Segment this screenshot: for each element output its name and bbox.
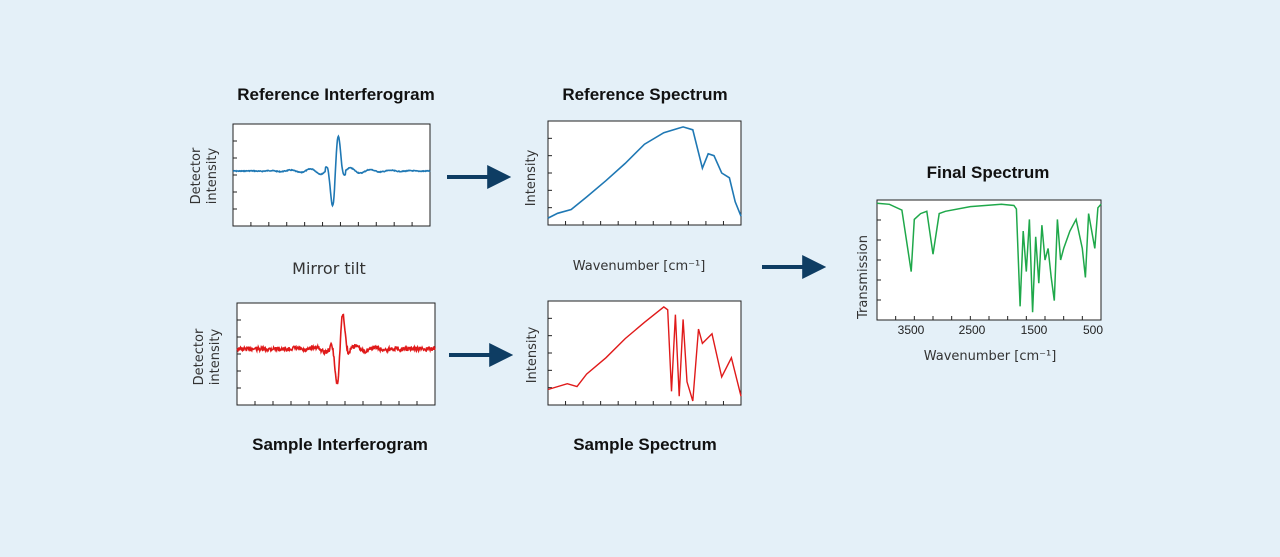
reference-spectrum-title: Reference Spectrum (562, 85, 727, 104)
final-xtick-2500: 2500 (959, 323, 986, 337)
wavenumber-mid-label: Wavenumber [cm⁻¹] (573, 259, 706, 274)
reference-interferogram-frame (232, 123, 431, 227)
sam-int-ylabel-line2: intensity (208, 329, 223, 386)
reference-interferogram-title: Reference Interferogram (237, 85, 434, 104)
ref-int-ylabel-line2: intensity (205, 148, 220, 205)
sample-spectrum-curve (547, 306, 742, 402)
sample-spectrum-frame (547, 300, 742, 406)
final-xtick-500: 500 (1083, 323, 1103, 337)
reference-interferogram-ticks (233, 140, 413, 226)
final-spectrum-ticks (877, 219, 1083, 320)
final-spectrum-curve (876, 202, 1102, 313)
final-xlabel: Wavenumber [cm⁻¹] (924, 349, 1057, 364)
sample-interferogram-curve (236, 313, 436, 385)
reference-spectrum-ticks (548, 137, 724, 225)
sample-spectrum-title: Sample Spectrum (573, 435, 717, 454)
sample-interferogram-ticks (237, 319, 418, 405)
sam-spec-ylabel: Intensity (525, 326, 540, 383)
final-spectrum-title: Final Spectrum (927, 163, 1050, 182)
final-spectrum-frame (876, 199, 1102, 321)
sample-interferogram-frame (236, 302, 436, 406)
mirror-tilt-label: Mirror tilt (292, 259, 366, 278)
sample-spectrum-ticks (548, 317, 724, 405)
ref-int-ylabel-line1: Detector (189, 147, 204, 204)
final-xtick-3500: 3500 (898, 323, 925, 337)
final-xtick-1500: 1500 (1021, 323, 1048, 337)
reference-interferogram-curve (232, 134, 431, 208)
sam-int-ylabel-line1: Detector (192, 328, 207, 385)
ref-spec-ylabel: Intensity (524, 149, 539, 206)
reference-spectrum-frame (547, 120, 742, 226)
reference-spectrum-curve (547, 126, 742, 219)
final-ylabel: Transmission (856, 235, 871, 320)
sample-interferogram-title: Sample Interferogram (252, 435, 428, 454)
